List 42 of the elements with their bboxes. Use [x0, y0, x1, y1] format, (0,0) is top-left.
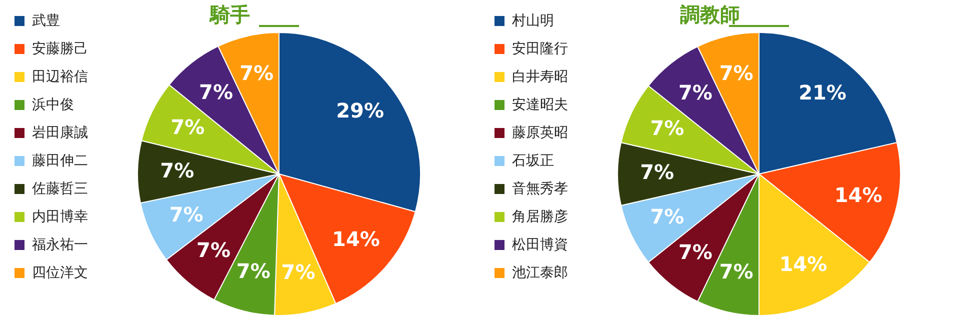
data-label: 7%	[678, 80, 712, 105]
data-label: 7%	[719, 60, 754, 85]
legend-label: 村山明	[511, 12, 554, 28]
data-label: 7%	[650, 116, 684, 140]
legend-label: 浜中俊	[32, 96, 74, 112]
data-label: 7%	[196, 238, 230, 262]
data-label: 14%	[332, 226, 380, 251]
legend-label: 池江泰郎	[512, 264, 568, 280]
chart-title: 調教師	[680, 4, 740, 27]
legend-label: 岩田康誠	[32, 124, 88, 140]
legend-label: 安藤勝己	[32, 40, 88, 56]
data-label: 7%	[719, 260, 754, 284]
legend-label: 四位洋文	[32, 264, 88, 280]
legend-label: 藤田伸二	[32, 152, 88, 168]
data-label: 21%	[798, 80, 846, 105]
legend-label: 白井寿昭	[512, 68, 568, 84]
data-label: 14%	[779, 252, 828, 276]
legend-label: 内田博幸	[32, 208, 88, 224]
data-label: 7%	[160, 158, 194, 183]
data-label: 7%	[170, 114, 205, 139]
legend-label: 佐藤哲三	[32, 180, 88, 196]
legend-label: 角居勝彦	[512, 208, 568, 224]
data-label: 7%	[640, 160, 674, 184]
data-label: 14%	[834, 182, 882, 207]
chart-title: 騎手	[209, 4, 250, 27]
legend-label: 藤原英昭	[512, 124, 568, 140]
data-label: 7%	[650, 204, 684, 228]
data-label: 7%	[236, 258, 270, 283]
data-label: 7%	[169, 202, 204, 227]
legend-label: 安達昭夫	[512, 96, 568, 112]
legend-label: 石坂正	[512, 152, 554, 168]
data-label: 29%	[336, 98, 384, 123]
data-label: 7%	[678, 240, 712, 264]
data-label: 7%	[240, 60, 274, 85]
legend-label: 福永祐一	[32, 236, 88, 252]
legend-label: 武豊	[32, 12, 60, 28]
legend-label: 音無秀孝	[512, 180, 568, 196]
legend-label: 松田博資	[512, 236, 568, 252]
data-label: 7%	[281, 260, 316, 284]
legend-label: 安田隆行	[512, 40, 568, 56]
legend-label: 田辺裕信	[32, 68, 88, 84]
data-label: 7%	[199, 80, 234, 104]
